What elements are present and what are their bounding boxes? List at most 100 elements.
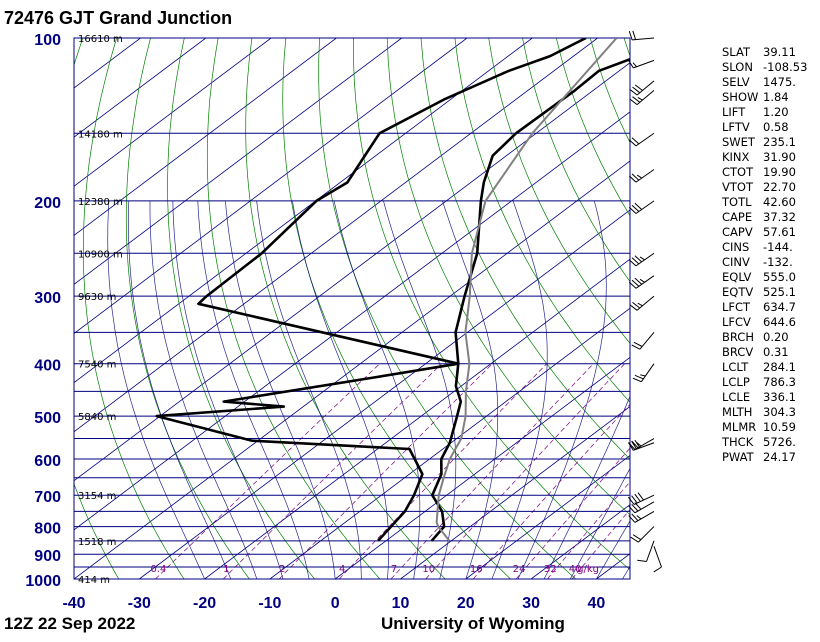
parcel-profile-line xyxy=(435,38,618,542)
isotherm-line xyxy=(74,160,630,579)
index-value: 22.70 xyxy=(763,180,796,194)
height-label: 3154 m xyxy=(78,491,116,502)
index-value: 57.61 xyxy=(763,225,796,239)
index-row: CINS -144. xyxy=(722,240,807,255)
index-row: SWET 235.1 xyxy=(722,135,807,150)
wind-barb xyxy=(632,363,655,383)
index-value: 786.3 xyxy=(763,375,796,389)
index-value: 10.59 xyxy=(763,420,796,434)
index-value: 525.1 xyxy=(763,285,796,299)
mixing-ratio-label: 0.4 xyxy=(150,564,166,575)
index-key: THCK xyxy=(722,435,754,449)
pressure-tick-label: 800 xyxy=(34,521,61,538)
index-row: TOTL 42.60 xyxy=(722,195,807,210)
mixing-ratio-label: 2 xyxy=(279,564,285,575)
mixing-ratio-label: 10 xyxy=(422,564,435,575)
index-key: SWET xyxy=(722,135,755,149)
wind-barb xyxy=(628,169,655,183)
height-label: 414 m xyxy=(78,575,110,586)
index-value: 555.0 xyxy=(763,270,796,284)
index-value: 1.84 xyxy=(763,90,789,104)
index-key: BRCH xyxy=(722,330,754,344)
index-key: LFTV xyxy=(722,120,750,134)
temperature-tick-label: 20 xyxy=(457,595,475,612)
index-value: 1475. xyxy=(763,75,796,89)
index-key: CAPE xyxy=(722,210,753,224)
index-key: CTOT xyxy=(722,165,754,179)
mixing-ratio-label: 16 xyxy=(470,564,483,575)
index-value: 0.58 xyxy=(763,120,789,134)
index-row: MLMR 10.59 xyxy=(722,420,807,435)
index-key: SLAT xyxy=(722,45,750,59)
index-row: LIFT 1.20 xyxy=(722,105,807,120)
isotherm-line xyxy=(74,38,402,285)
index-key: SLON xyxy=(722,60,753,74)
wind-barb xyxy=(628,492,655,505)
temperature-profile-line xyxy=(430,57,630,542)
index-row: LCLE 336.1 xyxy=(722,390,807,405)
isotherm-line xyxy=(74,38,337,236)
pressure-tick-label: 300 xyxy=(34,290,61,307)
wind-barb xyxy=(629,80,655,96)
index-row: BRCV 0.31 xyxy=(722,345,807,360)
index-key: MLMR xyxy=(722,420,757,434)
wind-barb xyxy=(627,439,655,451)
index-key: CINS xyxy=(722,240,750,254)
wind-barb xyxy=(628,30,655,41)
temperature-axis: -40 -30 -20 -10 0 10 20 30 40 xyxy=(62,595,605,612)
index-key: EQTV xyxy=(722,285,754,299)
mixing-ratio-line xyxy=(473,403,630,579)
moist-adiabat-line xyxy=(333,200,421,579)
index-value: -108.53 xyxy=(763,60,808,74)
index-value: 644.6 xyxy=(763,315,796,329)
isotherm-line xyxy=(204,258,630,579)
index-row: KINX 31.90 xyxy=(722,150,807,165)
mixing-ratio-label: 24 xyxy=(513,564,526,575)
isotherm-line xyxy=(74,38,207,138)
moist-adiabat-line xyxy=(569,467,630,579)
pressure-tick-label: 600 xyxy=(34,453,61,470)
mixing-ratio-label: 7 xyxy=(391,564,397,575)
index-row: EQTV 525.1 xyxy=(722,285,807,300)
dry-adiabat-line xyxy=(420,38,630,460)
wind-barb xyxy=(628,510,655,523)
plot-frame xyxy=(73,37,631,580)
height-labels: 16610 m 14180 m 12380 m 10900 m 9630 m 7540 m… xyxy=(78,34,123,586)
index-row: LFTV 0.58 xyxy=(722,120,807,135)
index-value: 39.11 xyxy=(763,45,796,59)
index-value: 0.20 xyxy=(763,330,789,344)
wind-barb xyxy=(629,90,655,105)
index-value: -144. xyxy=(763,240,793,254)
index-row: SLAT 39.11 xyxy=(722,45,807,60)
index-key: MLTH xyxy=(722,405,753,419)
index-row: CINV -132. xyxy=(722,255,807,270)
index-key: VTOT xyxy=(722,180,753,194)
isotherm-line xyxy=(74,38,598,433)
height-label: 7540 m xyxy=(78,360,116,371)
height-label: 1518 m xyxy=(78,537,116,548)
isotherm-line xyxy=(74,62,630,482)
index-key: TOTL xyxy=(722,195,752,209)
index-row: CTOT 19.90 xyxy=(722,165,807,180)
isotherm-line xyxy=(74,38,533,384)
pressure-tick-label: 100 xyxy=(34,32,61,49)
index-row: MLTH 304.3 xyxy=(722,405,807,420)
index-value: 284.1 xyxy=(763,360,796,374)
temperature-tick-label: -20 xyxy=(193,595,216,612)
isotherm-line xyxy=(74,38,272,187)
observation-time: 12Z 22 Sep 2022 xyxy=(4,614,136,633)
wind-barb xyxy=(653,546,662,573)
isotherm-line xyxy=(74,38,468,335)
index-key: SHOW xyxy=(722,90,759,104)
height-label: 10900 m xyxy=(78,249,123,260)
index-key: LFCV xyxy=(722,315,751,329)
dry-adiabat-line xyxy=(167,38,315,579)
index-key: LFCT xyxy=(722,300,751,314)
index-row: SLON -108.53 xyxy=(722,60,807,75)
wind-barb xyxy=(629,295,655,311)
isobar-lines xyxy=(74,38,630,579)
moist-adiabat-line xyxy=(292,200,390,579)
pressure-tick-label: 1000 xyxy=(25,573,61,590)
isotherm-line xyxy=(465,455,630,579)
index-key: KINX xyxy=(722,150,750,164)
